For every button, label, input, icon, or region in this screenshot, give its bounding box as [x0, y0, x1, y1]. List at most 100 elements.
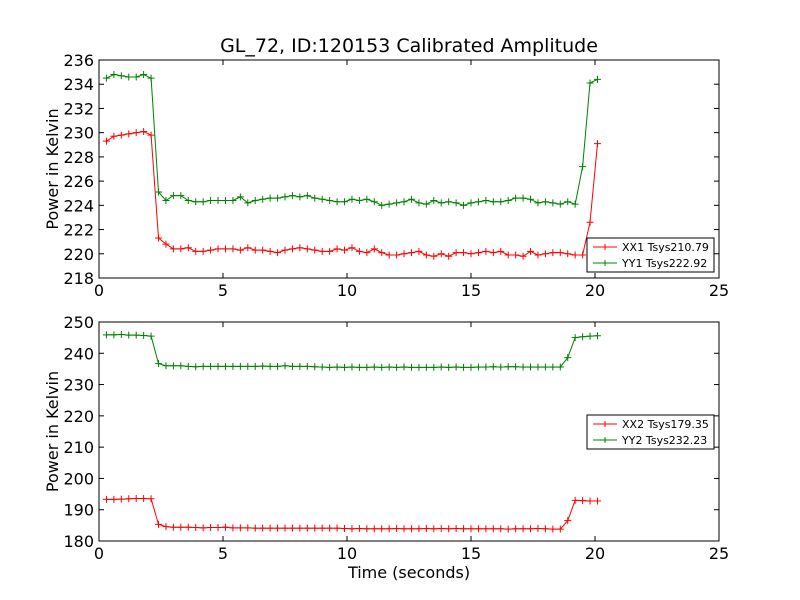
data-point [244, 362, 252, 370]
data-point [155, 360, 163, 368]
data-point [184, 362, 192, 370]
data-point [184, 523, 192, 531]
data-point [162, 523, 170, 531]
data-point [177, 192, 185, 200]
data-point [132, 331, 140, 339]
data-point [415, 199, 423, 207]
y-tick-label: 224 [63, 196, 94, 215]
data-point [192, 524, 200, 532]
data-point [571, 251, 579, 259]
data-point [102, 331, 110, 339]
data-point [519, 252, 527, 260]
data-point [236, 362, 244, 370]
data-point [385, 251, 393, 259]
data-point [229, 196, 237, 204]
data-point [363, 195, 371, 203]
data-point [467, 363, 475, 371]
data-point [169, 362, 177, 370]
data-point [192, 198, 200, 206]
data-point [199, 362, 207, 370]
data-point [586, 218, 594, 226]
data-point [296, 193, 304, 201]
data-point [341, 524, 349, 532]
legend: XX1 Tsys210.79 YY1 Tsys222.92 [586, 237, 715, 273]
data-point [266, 247, 274, 255]
data-point [177, 523, 185, 531]
data-point [177, 245, 185, 253]
data-point [579, 163, 587, 171]
data-point [393, 199, 401, 207]
data-point [199, 524, 207, 532]
data-point [564, 354, 572, 362]
data-point [288, 192, 296, 200]
data-point [296, 244, 304, 252]
data-point [370, 198, 378, 206]
y-tick-label: 180 [63, 532, 94, 551]
data-point [207, 362, 215, 370]
y-tick-label: 250 [63, 313, 94, 332]
data-point [274, 362, 282, 370]
data-point [363, 525, 371, 533]
data-point [430, 196, 438, 204]
data-point [497, 525, 505, 533]
data-point [125, 73, 133, 81]
data-point [549, 525, 557, 533]
data-point [318, 247, 326, 255]
data-point [326, 196, 334, 204]
data-point [445, 525, 453, 533]
data-point [125, 130, 133, 138]
series-line [106, 333, 598, 368]
bottom-chart-panel: Power in Kelvin Time (seconds) 0 5 10 15 20 25 1… [43, 313, 729, 582]
data-point [460, 525, 468, 533]
data-point [355, 524, 363, 532]
data-point [497, 247, 505, 255]
data-point [512, 194, 520, 202]
data-point [281, 193, 289, 201]
data-point [348, 525, 356, 533]
data-point [207, 196, 215, 204]
data-point [579, 251, 587, 259]
data-point [393, 363, 401, 371]
data-point [169, 523, 177, 531]
data-point [311, 246, 319, 254]
data-point [132, 73, 140, 81]
data-point [519, 525, 527, 533]
y-axis-label: Power in Kelvin [43, 371, 62, 492]
data-point [266, 362, 274, 370]
data-point [132, 494, 140, 502]
data-point [355, 363, 363, 371]
data-point [445, 198, 453, 206]
data-point [400, 250, 408, 258]
data-point [460, 363, 468, 371]
data-point [407, 363, 415, 371]
data-point [251, 524, 259, 532]
data-point [140, 71, 148, 79]
data-point [586, 497, 594, 505]
data-point [489, 249, 497, 257]
data-point [430, 363, 438, 371]
legend-marker [602, 260, 608, 266]
data-point [288, 245, 296, 253]
data-point [229, 245, 237, 253]
data-point [556, 249, 564, 257]
data-point [274, 249, 282, 257]
data-point [244, 244, 252, 252]
data-point [422, 251, 430, 259]
data-point [110, 331, 118, 339]
data-point [482, 525, 490, 533]
data-point [281, 246, 289, 254]
data-point [407, 249, 415, 257]
data-point [430, 525, 438, 533]
y-tick-label: 210 [63, 438, 94, 457]
data-point [474, 198, 482, 206]
data-point [207, 524, 215, 532]
data-point [512, 363, 520, 371]
data-point [422, 200, 430, 208]
data-point [184, 244, 192, 252]
data-point [482, 247, 490, 255]
data-point [378, 201, 386, 209]
data-point [489, 198, 497, 206]
data-point [102, 137, 110, 145]
data-point [318, 195, 326, 203]
